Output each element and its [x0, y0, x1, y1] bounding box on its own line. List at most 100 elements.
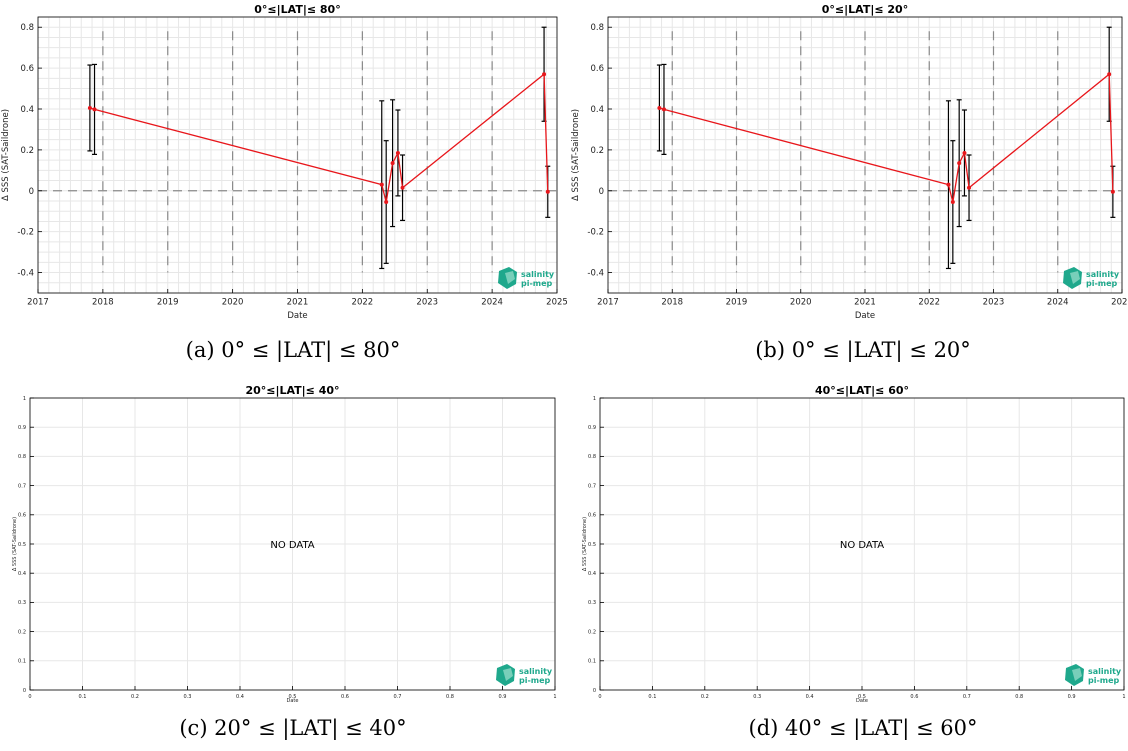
- x-tick-label: 2022: [352, 298, 374, 308]
- y-tick-label: 0.6: [588, 513, 596, 519]
- chart-panel-1: 2017 2018 2019 2020 2021 2022 2023 2024 2025 -0.4…: [1, 3, 568, 321]
- chart-panel-3: 0 0.1 0.2 0.3 0.4 0.5 0.6 0.7 0.8 0.9 1 0 0.1 0.2 0.3 0…: [12, 384, 557, 704]
- x-tick-label: 2023: [983, 298, 1005, 308]
- chart-panel-4: 0 0.1 0.2 0.3 0.4 0.5 0.6 0.7 0.8 0.9 1 0 0.1 0.2 0.3 0…: [582, 384, 1126, 704]
- x-tick-label: 0.9: [499, 694, 507, 700]
- data-point: [545, 189, 550, 194]
- data-point: [384, 200, 389, 205]
- data-point: [661, 107, 666, 112]
- x-axis-label: Date: [855, 311, 875, 321]
- data-point: [92, 107, 97, 112]
- y-axis-label: Δ SSS (SAT-Saildrone): [12, 517, 18, 571]
- data-point: [542, 72, 547, 77]
- x-tick-label: 0.8: [446, 694, 454, 700]
- x-tick-label: 2021: [287, 298, 309, 308]
- data-point: [950, 200, 955, 205]
- x-tick-label: 2020: [790, 298, 812, 308]
- chart-title: 0°≤|LAT|≤ 80°: [254, 3, 340, 16]
- chart-title: 40°≤|LAT|≤ 60°: [815, 384, 909, 397]
- x-tick-label: 0.4: [236, 694, 244, 700]
- x-tick-label: 0.6: [910, 694, 918, 700]
- caption-b: (b) 0° ≤ |LAT| ≤ 20°: [755, 338, 971, 362]
- logo-mark-highlight: [1072, 668, 1082, 681]
- y-tick-label: 1: [23, 396, 26, 402]
- x-tick-label: 2019: [157, 298, 179, 308]
- chart-title: 20°≤|LAT|≤ 40°: [245, 384, 339, 397]
- data-point: [379, 182, 384, 187]
- y-tick-label: 0.8: [590, 23, 604, 33]
- x-tick-label: 0.1: [79, 694, 87, 700]
- y-tick-label: 0.6: [590, 64, 604, 74]
- logo-text: salinity: [1088, 667, 1122, 676]
- x-tick-label: 2018: [661, 298, 683, 308]
- data-point: [87, 105, 92, 110]
- data-point: [967, 185, 972, 190]
- x-tick-label: 2025: [1111, 298, 1128, 308]
- x-tick-label: 2024: [1047, 298, 1069, 308]
- logo-text: pi-mep: [521, 279, 553, 288]
- grid: [29, 397, 556, 691]
- y-tick-label: 0.1: [588, 659, 596, 665]
- y-tick-label: -0.4: [587, 269, 604, 279]
- logo-mark-highlight: [503, 668, 513, 681]
- y-tick-label: 0.8: [588, 454, 596, 460]
- no-data-annotation: NO DATA: [840, 540, 884, 551]
- y-tick-label: 1: [593, 396, 596, 402]
- y-tick-label: 0.3: [18, 600, 26, 606]
- x-tick-label: 0.5: [858, 694, 866, 700]
- y-tick-label: 0.5: [18, 542, 26, 548]
- x-tick-label: 2020: [222, 298, 244, 308]
- y-tick-label: 0.6: [20, 64, 34, 74]
- y-tick-label: 0: [29, 187, 34, 197]
- x-tick-label: 0.1: [648, 694, 656, 700]
- caption-c: (c) 20° ≤ |LAT| ≤ 40°: [179, 716, 407, 740]
- y-tick-label: 0.2: [18, 629, 26, 635]
- y-tick-label: 0.4: [590, 105, 604, 115]
- y-tick-label: -0.4: [17, 269, 34, 279]
- y-tick-label: -0.2: [17, 228, 34, 238]
- y-tick-label: 0.7: [588, 483, 596, 489]
- y-axis-label: Δ SSS (SAT-Saildrone): [582, 517, 588, 571]
- x-axis-label: Date: [856, 698, 868, 704]
- y-axis-label: Δ SSS (SAT-Saildrone): [571, 109, 581, 201]
- y-tick-label: 0: [23, 688, 26, 694]
- y-tick-label: 0.4: [588, 571, 596, 577]
- y-axis-label: Δ SSS (SAT-Saildrone): [1, 109, 11, 201]
- data-point: [946, 182, 951, 187]
- data-point: [657, 105, 662, 110]
- x-tick-label: 2018: [92, 298, 114, 308]
- y-tick-label: 0.8: [18, 454, 26, 460]
- caption-d: (d) 40° ≤ |LAT| ≤ 60°: [748, 716, 978, 740]
- x-tick-label: 1: [1122, 694, 1125, 700]
- logo-text: pi-mep: [519, 676, 551, 685]
- data-point: [962, 150, 967, 155]
- y-tick-label: 0.8: [20, 23, 34, 33]
- data-point: [390, 161, 395, 166]
- y-tick-label: 0.4: [18, 571, 26, 577]
- x-tick-label: 2024: [481, 298, 503, 308]
- x-tick-label: 2025: [546, 298, 568, 308]
- data-point: [957, 161, 962, 166]
- y-tick-label: 0.1: [18, 659, 26, 665]
- logo-text: pi-mep: [1086, 279, 1118, 288]
- x-tick-label: 2023: [416, 298, 438, 308]
- x-tick-label: 0: [28, 694, 31, 700]
- y-tick-label: 0.2: [20, 146, 34, 156]
- x-tick-label: 0.2: [701, 694, 709, 700]
- caption-a: (a) 0° ≤ |LAT| ≤ 80°: [185, 338, 401, 362]
- y-tick-label: 0.9: [18, 425, 26, 431]
- x-tick-label: 2022: [918, 298, 940, 308]
- x-tick-label: 0.6: [341, 694, 349, 700]
- x-axis-label: Date: [287, 698, 299, 704]
- x-tick-label: 0.9: [1068, 694, 1076, 700]
- x-tick-label: 0.3: [753, 694, 761, 700]
- y-tick-label: 0.6: [18, 513, 26, 519]
- x-tick-label: 0: [598, 694, 601, 700]
- y-tick-label: 0: [593, 688, 596, 694]
- y-tick-label: -0.2: [587, 228, 604, 238]
